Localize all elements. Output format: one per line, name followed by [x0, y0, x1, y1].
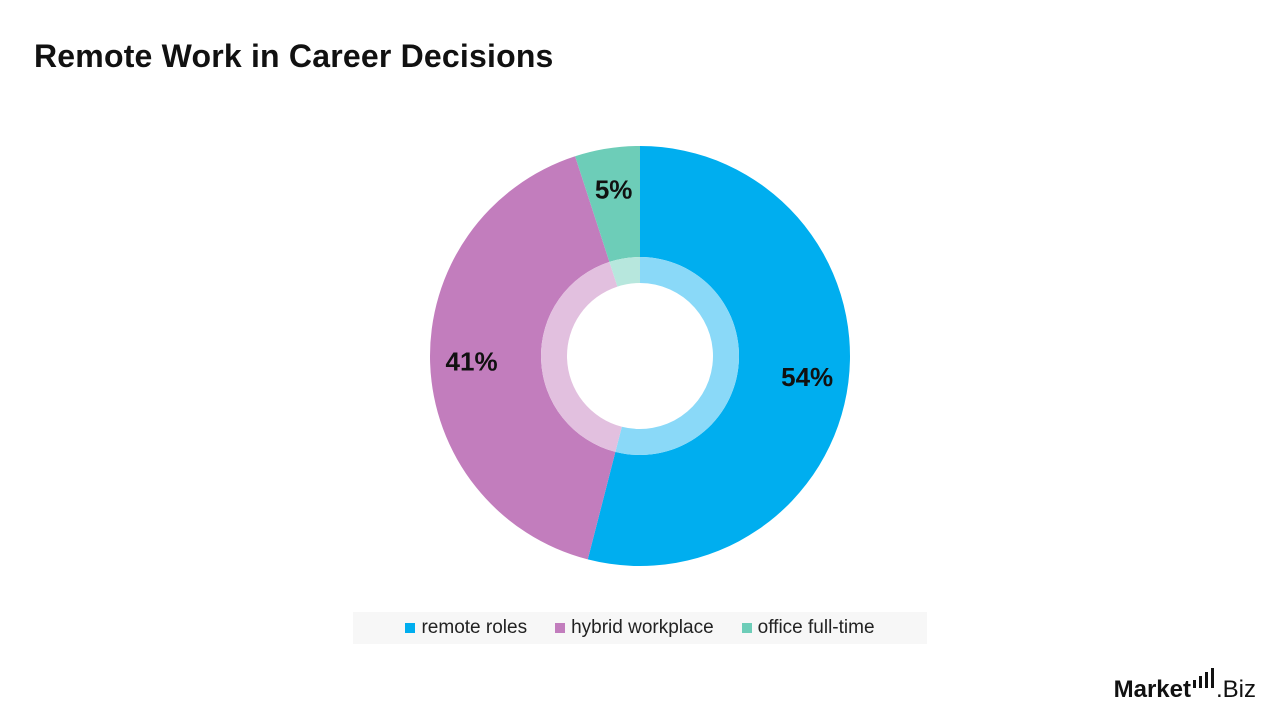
legend-item-hybrid-workplace[interactable]: hybrid workplace — [555, 617, 714, 639]
brand-logo: Market .Biz — [1114, 668, 1256, 704]
inner-ring-office-full-time — [609, 257, 640, 287]
chart-title: Remote Work in Career Decisions — [34, 38, 554, 74]
legend-item-office-full-time[interactable]: office full-time — [741, 617, 875, 639]
slice-hybrid-workplace[interactable] — [430, 156, 616, 560]
slice-label-remote-roles: 54% — [781, 362, 833, 392]
inner-ring-hybrid-workplace — [540, 261, 622, 452]
brand-logo-bars-icon — [1192, 668, 1214, 688]
legend-swatch-remote-roles — [405, 623, 416, 633]
legend-label-office-full-time: office full-time — [757, 617, 875, 638]
slice-office-full-time[interactable] — [575, 146, 640, 262]
legend-swatch-hybrid-workplace — [555, 623, 566, 633]
chart-legend: remote roles hybrid workplace office ful… — [353, 612, 927, 644]
legend-label-hybrid-workplace: hybrid workplace — [571, 617, 714, 638]
legend-label-remote-roles: remote roles — [421, 617, 528, 638]
brand-logo-text-biz: .Biz — [1215, 676, 1256, 703]
inner-ring-remote-roles — [615, 257, 739, 455]
brand-logo-text-market: Market — [1113, 676, 1191, 703]
slice-label-office-full-time: 5% — [595, 175, 633, 205]
legend-item-remote-roles[interactable]: remote roles — [405, 617, 527, 639]
slice-label-hybrid-workplace: 41% — [446, 346, 498, 376]
slice-remote-roles[interactable] — [587, 146, 850, 566]
legend-swatch-office-full-time — [741, 623, 752, 633]
